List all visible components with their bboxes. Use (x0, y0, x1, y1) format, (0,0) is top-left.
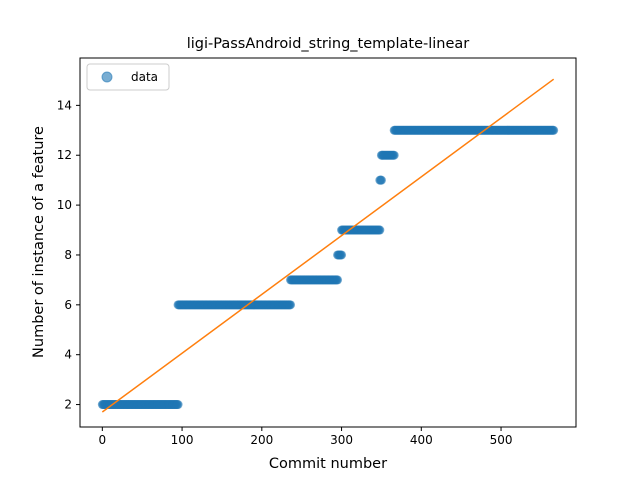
y-axis-label: Number of instance of a feature (31, 126, 47, 358)
y-tick-label: 8 (64, 248, 72, 262)
legend-box (86, 63, 170, 91)
legend-label-data: data (131, 70, 158, 84)
x-axis-label: Commit number (269, 456, 387, 472)
x-tick-label: 0 (99, 433, 107, 447)
x-tick-label: 300 (330, 433, 353, 447)
x-tick-label: 400 (410, 433, 433, 447)
y-tick-label: 4 (64, 348, 72, 362)
y-tick-label: 10 (57, 198, 72, 212)
y-tick-label: 6 (64, 298, 72, 312)
fit-line-group (101, 78, 555, 413)
data-point (333, 275, 343, 285)
legend-marker (101, 71, 113, 83)
data-point (549, 125, 559, 135)
plot-frame (79, 57, 577, 428)
data-point (337, 250, 347, 260)
data-point (375, 225, 385, 235)
x-tick-label: 200 (250, 433, 273, 447)
data-point (286, 300, 296, 310)
y-tick-label: 14 (57, 98, 72, 112)
x-tick-label: 100 (171, 433, 194, 447)
data-point (389, 150, 399, 160)
data-points (97, 125, 559, 410)
plot-area (79, 57, 577, 428)
x-tick-label: 500 (490, 433, 513, 447)
legend: data (86, 63, 170, 91)
data-point (376, 175, 386, 185)
axis-ticks: 0 100 200 300 400 500 2 4 6 8 10 12 14 (57, 98, 513, 447)
fit-line (101, 78, 555, 413)
chart-title: ligi-PassAndroid_string_template-linear (187, 36, 470, 52)
data-point (173, 400, 183, 410)
y-tick-label: 2 (64, 398, 72, 412)
y-tick-label: 12 (57, 148, 72, 162)
